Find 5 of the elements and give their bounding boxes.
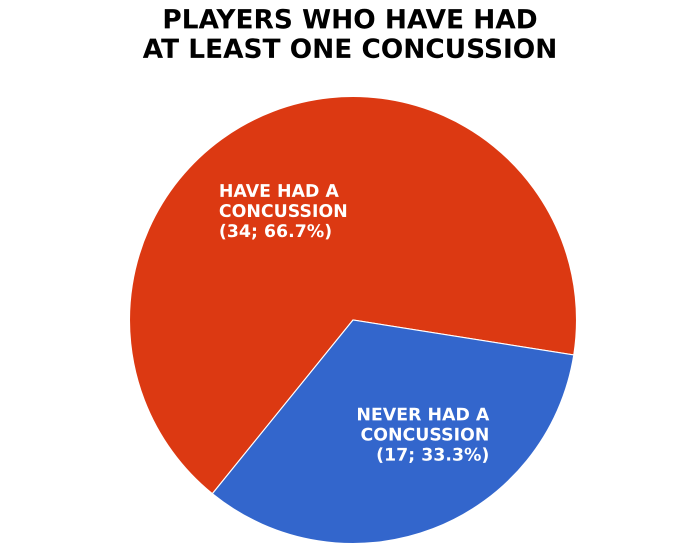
slice-label: NEVER HAD A CONCUSSION [358,408,490,441]
data-label: (34; 66.7%) [220,224,331,240]
slice-label: HAVE HAD A CONCUSSION [220,184,346,218]
chart-title: PLAYERS WHO HAVE HAD AT LEAST ONE CONCUSSION [142,8,555,58]
data-label: (17; 33.3%) [378,447,488,464]
